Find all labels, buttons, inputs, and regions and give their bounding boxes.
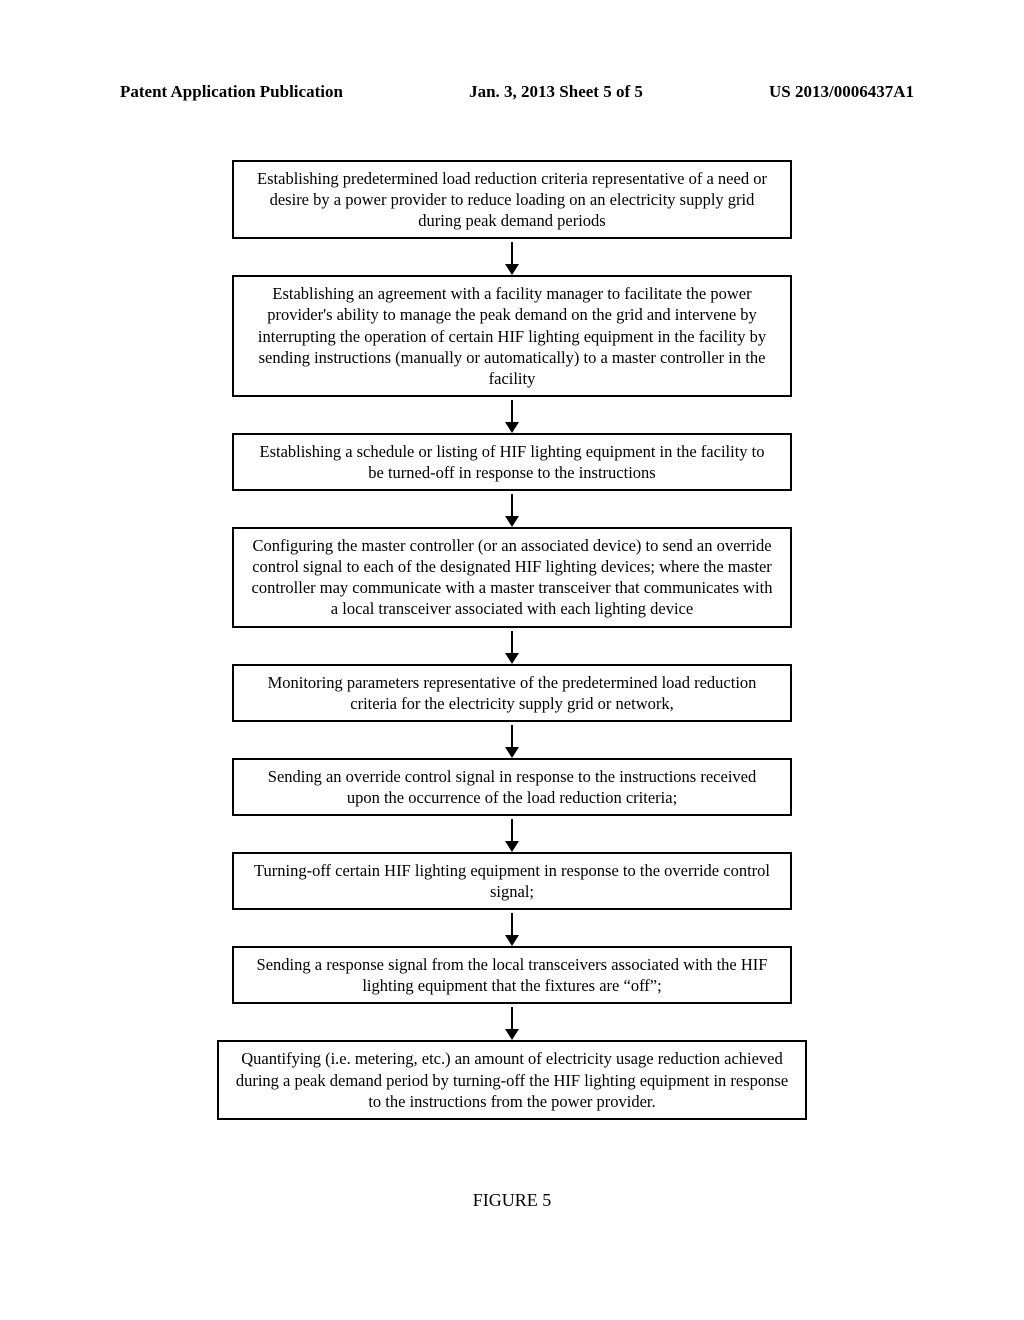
step-box-7: Turning-off certain HIF lighting equipme… [232,852,792,910]
arrow-icon [505,910,519,946]
step-text: Establishing a schedule or listing of HI… [259,442,764,482]
step-text: Configuring the master controller (or an… [252,536,773,618]
flowchart: Establishing predetermined load reductio… [212,160,812,1120]
arrow-icon [505,491,519,527]
step-text: Sending an override control signal in re… [268,767,756,807]
arrow-icon [505,397,519,433]
step-box-8: Sending a response signal from the local… [232,946,792,1004]
step-box-5: Monitoring parameters representative of … [232,664,792,722]
step-box-6: Sending an override control signal in re… [232,758,792,816]
step-box-2: Establishing an agreement with a facilit… [232,275,792,397]
step-text: Establishing predetermined load reductio… [257,169,767,230]
figure-label: FIGURE 5 [0,1190,1024,1211]
arrow-icon [505,816,519,852]
step-box-3: Establishing a schedule or listing of HI… [232,433,792,491]
step-text: Sending a response signal from the local… [257,955,768,995]
page-header: Patent Application Publication Jan. 3, 2… [0,82,1024,102]
step-text: Monitoring parameters representative of … [268,673,757,713]
arrow-icon [505,239,519,275]
step-text: Turning-off certain HIF lighting equipme… [254,861,770,901]
header-left: Patent Application Publication [120,82,343,102]
arrow-icon [505,722,519,758]
step-box-9: Quantifying (i.e. metering, etc.) an amo… [217,1040,807,1119]
step-box-4: Configuring the master controller (or an… [232,527,792,627]
arrow-icon [505,628,519,664]
arrow-icon [505,1004,519,1040]
header-center: Jan. 3, 2013 Sheet 5 of 5 [469,82,643,102]
step-box-1: Establishing predetermined load reductio… [232,160,792,239]
step-text: Establishing an agreement with a facilit… [258,284,766,387]
step-text: Quantifying (i.e. metering, etc.) an amo… [236,1049,788,1110]
header-right: US 2013/0006437A1 [769,82,914,102]
